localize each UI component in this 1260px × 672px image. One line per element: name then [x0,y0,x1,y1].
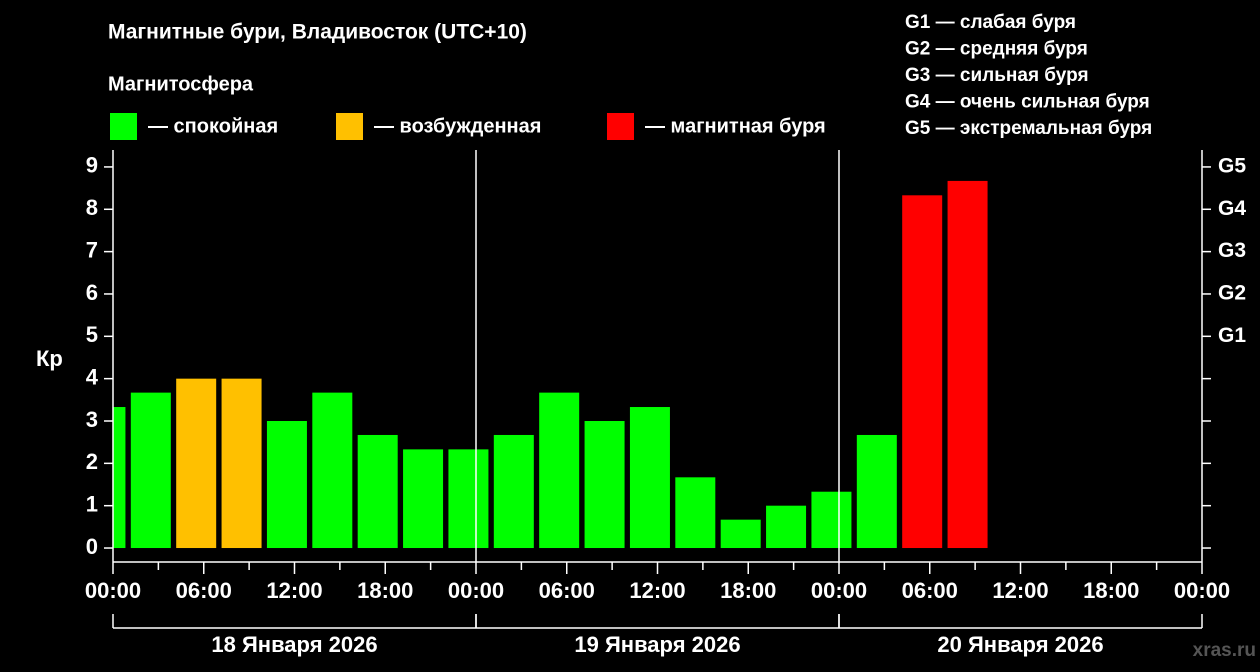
bar [130,392,171,549]
bar [312,392,353,549]
y-tick-label: 8 [86,195,98,220]
y2-tick-label: G3 [1218,239,1246,262]
bar [357,434,398,549]
y2-tick-label: G2 [1218,282,1246,305]
day-label: 20 Января 2026 [937,632,1103,657]
legend-swatch [110,113,137,140]
watermark: xras.ru [1193,640,1256,661]
x-tick-label: 12:00 [266,578,322,603]
y-tick-label: 0 [86,534,98,559]
x-tick-label: 06:00 [176,578,232,603]
y-tick-label: 6 [86,280,98,305]
storm-scale-label: G3 — сильная буря [905,65,1089,86]
x-tick-label: 00:00 [811,578,867,603]
x-tick-label: 18:00 [1083,578,1139,603]
bar [947,180,988,549]
y-tick-label: 2 [86,449,98,474]
x-tick-label: 00:00 [448,578,504,603]
chart-title: Магнитные бури, Владивосток (UTC+10) [108,21,527,44]
y-axis-label: Кр [36,346,63,371]
bar [176,378,217,549]
y-tick-label: 1 [86,491,98,516]
bar [811,491,852,549]
day-label: 19 Января 2026 [574,632,740,657]
bar [584,420,625,549]
bar [902,195,943,549]
legend-label: — магнитная буря [645,115,826,137]
bar [539,392,580,549]
day-label: 18 Января 2026 [211,632,377,657]
legend-swatch [336,113,363,140]
y-tick-label: 7 [86,237,98,262]
bar [448,449,489,549]
x-tick-label: 06:00 [902,578,958,603]
bar [856,434,897,549]
storm-scale-label: G1 — слабая буря [905,12,1076,33]
y-tick-label: 4 [86,364,99,389]
y2-tick-label: G1 [1218,324,1246,347]
y2-tick-label: G5 [1218,154,1246,177]
y2-tick-label: G4 [1218,197,1246,220]
x-tick-label: 12:00 [629,578,685,603]
bar [113,407,126,549]
bar [403,449,444,549]
x-tick-label: 00:00 [1174,578,1230,603]
bar [493,434,534,549]
legend-swatch [607,113,634,140]
storm-scale-label: G4 — очень сильная буря [905,92,1150,113]
y-tick-label: 9 [86,153,98,178]
legend-label: — возбужденная [374,115,541,137]
y-tick-label: 3 [86,407,98,432]
bar [720,519,761,549]
bar [629,407,670,549]
storm-scale-label: G5 — экстремальная буря [905,118,1152,139]
x-tick-label: 06:00 [539,578,595,603]
bars [113,180,988,549]
legend-label: — спокойная [148,115,278,137]
bar [221,378,262,549]
subtitle: Магнитосфера [108,73,254,95]
bar [675,477,716,549]
x-tick-label: 18:00 [357,578,413,603]
y-tick-label: 5 [86,322,98,347]
x-tick-label: 12:00 [992,578,1048,603]
bar [766,505,807,549]
bar [266,420,307,549]
x-tick-label: 18:00 [720,578,776,603]
storm-scale-label: G2 — средняя буря [905,39,1088,60]
x-tick-label: 00:00 [85,578,141,603]
